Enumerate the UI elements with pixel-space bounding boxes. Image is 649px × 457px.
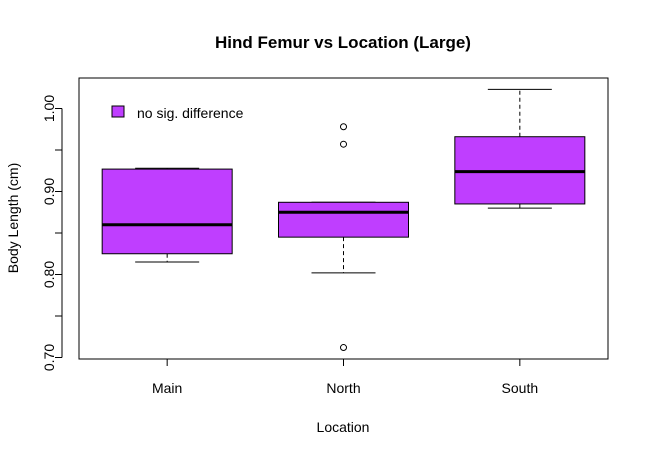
chart-title: Hind Femur vs Location (Large) [215,33,471,52]
y-axis: 0.70 0.80 0.90 1.00 [41,95,63,371]
legend-label: no sig. difference [137,105,244,121]
y-tick-label: 0.70 [41,344,57,371]
iqr-box [278,201,409,238]
x-tick-label: South [502,380,539,396]
outlier-point [340,140,347,148]
y-tick-label: 0.90 [41,178,57,205]
box-group [101,88,586,352]
y-tick-label: 0.80 [41,261,57,288]
y-tick-label: 1.00 [41,95,57,122]
legend: no sig. difference [111,105,244,121]
box-main [101,167,233,263]
x-tick-label: North [326,380,360,396]
box-north [278,123,409,352]
outlier-point [340,123,347,131]
x-axis-label: Location [317,419,370,435]
outlier-point [340,344,347,352]
box-south [454,88,586,209]
iqr-box [101,168,233,255]
legend-swatch [111,105,125,118]
x-tick-label: Main [152,380,182,396]
y-axis-label: Body Length (cm) [5,163,21,274]
x-axis: Main North South [152,359,538,396]
